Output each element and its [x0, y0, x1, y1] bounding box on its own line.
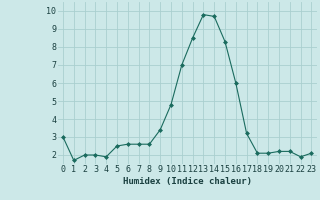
X-axis label: Humidex (Indice chaleur): Humidex (Indice chaleur) — [123, 177, 252, 186]
